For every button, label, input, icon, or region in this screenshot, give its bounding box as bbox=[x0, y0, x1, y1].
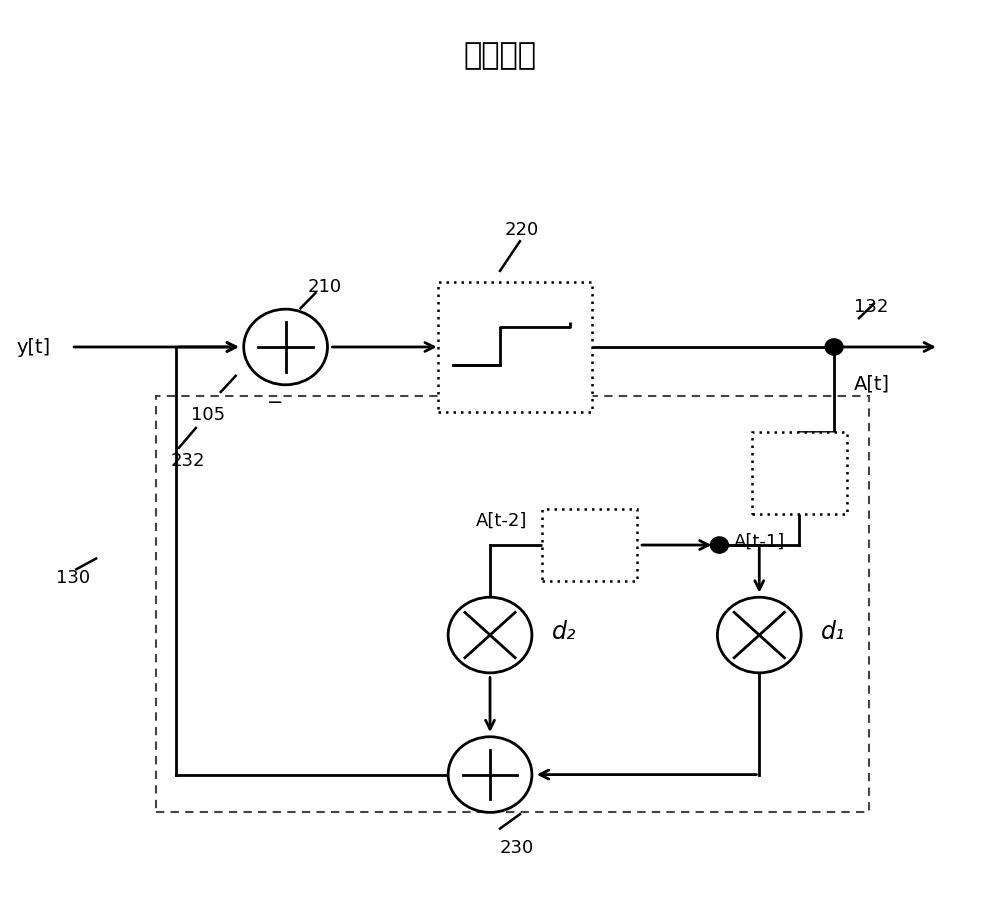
Circle shape bbox=[710, 538, 728, 554]
Circle shape bbox=[717, 597, 801, 673]
Text: 232: 232 bbox=[171, 451, 205, 469]
Text: d₁: d₁ bbox=[821, 619, 846, 643]
Text: A[t-1]: A[t-1] bbox=[734, 532, 786, 550]
Text: 132: 132 bbox=[854, 299, 888, 316]
Text: 130: 130 bbox=[56, 568, 90, 586]
Text: 简单判决: 简单判决 bbox=[464, 41, 536, 69]
Text: y[t]: y[t] bbox=[16, 338, 50, 357]
Text: 220: 220 bbox=[505, 221, 539, 239]
Text: d₂: d₂ bbox=[552, 619, 576, 643]
Text: A[t]: A[t] bbox=[854, 374, 890, 393]
Bar bbox=[438, 282, 592, 413]
Bar bbox=[156, 397, 869, 813]
Bar bbox=[752, 433, 847, 514]
Text: A[t-2]: A[t-2] bbox=[476, 511, 527, 529]
Text: 230: 230 bbox=[500, 838, 534, 856]
Circle shape bbox=[244, 309, 327, 385]
Bar bbox=[542, 510, 637, 582]
Circle shape bbox=[825, 339, 843, 355]
Text: R1: R1 bbox=[784, 464, 814, 483]
Text: −: − bbox=[267, 392, 284, 411]
Text: R2: R2 bbox=[574, 536, 605, 556]
Text: 210: 210 bbox=[308, 278, 342, 296]
Circle shape bbox=[448, 737, 532, 813]
Circle shape bbox=[448, 597, 532, 673]
Text: 105: 105 bbox=[191, 406, 225, 424]
